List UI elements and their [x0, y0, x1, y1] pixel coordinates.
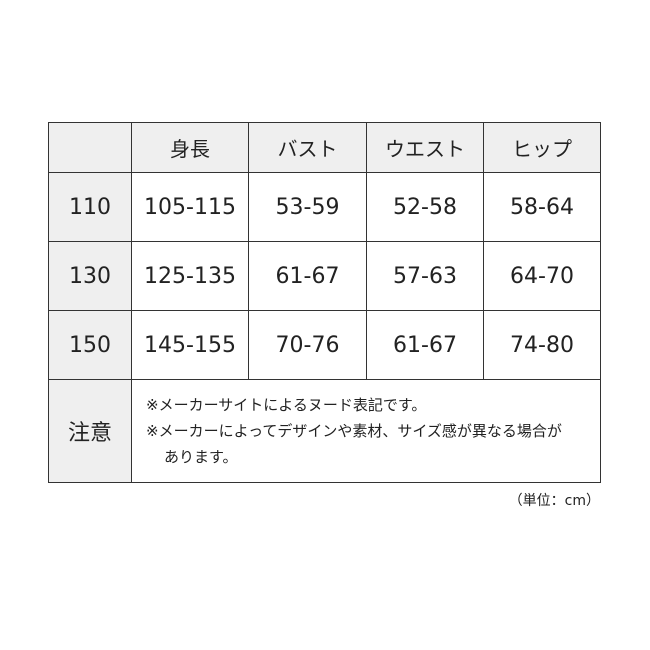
note-line: ※メーカーによってデザインや素材、サイズ感が異なる場合が	[146, 422, 562, 440]
cell: 58-64	[483, 172, 601, 242]
cell: 64-70	[483, 241, 601, 311]
cell: 145-155	[131, 310, 249, 380]
size-label: 130	[48, 241, 132, 311]
note-label: 注意	[48, 379, 132, 483]
notes-cell: ※メーカーサイトによるヌード表記です。 ※メーカーによってデザインや素材、サイズ…	[131, 379, 601, 483]
cell: 125-135	[131, 241, 249, 311]
note-row: 注意 ※メーカーサイトによるヌード表記です。 ※メーカーによってデザインや素材、…	[48, 379, 601, 483]
cell: 53-59	[248, 172, 367, 242]
header-height: 身長	[131, 122, 249, 173]
cell: 74-80	[483, 310, 601, 380]
size-label: 150	[48, 310, 132, 380]
note-line: あります。	[164, 448, 238, 466]
header-waist: ウエスト	[366, 122, 484, 173]
header-hip: ヒップ	[483, 122, 601, 173]
size-table: 身長 バスト ウエスト ヒップ 110 105-115 53-59 52-58 …	[48, 122, 601, 483]
table-row: 110 105-115 53-59 52-58 58-64	[48, 172, 601, 242]
cell: 57-63	[366, 241, 484, 311]
table-row: 130 125-135 61-67 57-63 64-70	[48, 241, 601, 311]
header-corner	[48, 122, 132, 173]
header-row: 身長 バスト ウエスト ヒップ	[48, 122, 601, 173]
cell: 70-76	[248, 310, 367, 380]
size-label: 110	[48, 172, 132, 242]
unit-label: （単位：cm）	[508, 493, 600, 509]
cell: 61-67	[366, 310, 484, 380]
cell: 105-115	[131, 172, 249, 242]
note-line: ※メーカーサイトによるヌード表記です。	[146, 396, 427, 414]
cell: 52-58	[366, 172, 484, 242]
header-bust: バスト	[248, 122, 367, 173]
cell: 61-67	[248, 241, 367, 311]
table-row: 150 145-155 70-76 61-67 74-80	[48, 310, 601, 380]
